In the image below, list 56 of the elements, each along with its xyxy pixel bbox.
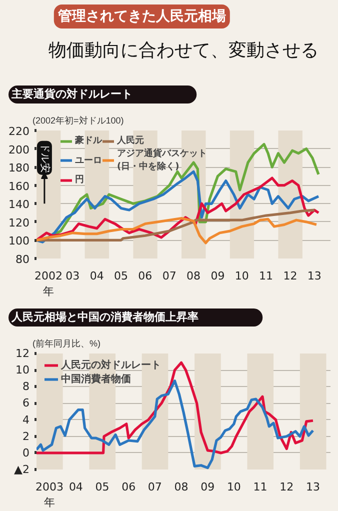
- y-tick-label: 8: [22, 380, 30, 394]
- x-tick-label: 12: [283, 270, 298, 282]
- legend-label: ユーロ: [75, 154, 102, 166]
- y-tick-label: 180: [8, 162, 30, 175]
- y-tick-label: 10: [16, 364, 30, 377]
- x-tick-label: 12: [280, 480, 294, 494]
- y-tick-label: 100: [8, 234, 30, 248]
- x-tick-label: 07: [148, 480, 162, 494]
- x-tick-label: 13: [307, 270, 322, 282]
- x-tick-label: 05: [95, 480, 110, 494]
- y-tick-label: ▲2: [14, 463, 30, 476]
- x-tick-label: 04: [68, 480, 83, 494]
- x-tick-label: 05: [114, 270, 128, 282]
- x-tick-label: 06: [138, 270, 152, 282]
- text: 管理されてきた人民元相場: [56, 8, 226, 24]
- y-tick-label: 200: [8, 143, 30, 156]
- y-tick-label: 120: [8, 216, 30, 230]
- x-tick-label: 13: [306, 480, 320, 494]
- legend-label: 豪ドル: [75, 134, 102, 147]
- x-tick-label: 09: [210, 270, 225, 282]
- y-tick-label: 0: [22, 446, 30, 460]
- y-tick-label: 140: [8, 198, 30, 212]
- chart-title: 人民元相場と中国の消費者物価上昇率: [10, 310, 198, 324]
- text: 物価動向に合わせて、変動させる: [48, 40, 318, 61]
- line-series: [36, 361, 314, 454]
- y-axis-title: (前年同月比、%): [32, 338, 100, 348]
- y-tick-label: 220: [8, 125, 30, 138]
- x-tick-label: 09: [200, 480, 215, 494]
- line-series: [36, 208, 316, 242]
- x-tick-label: 10: [226, 480, 241, 494]
- y-tick-label: 6: [22, 396, 30, 410]
- x-tick-label: 10: [234, 270, 249, 282]
- legend-label: 中国消費者物価: [61, 372, 131, 386]
- x-tick-label: 07: [162, 270, 176, 282]
- x-tick-label: 11: [253, 480, 268, 494]
- legend-label: アジア通貨バスケット (日・中を除く): [117, 147, 207, 173]
- line-series: [36, 216, 318, 244]
- x-tick-label: 03: [66, 270, 80, 282]
- x-tick-label: 2002 年: [34, 270, 62, 298]
- chart-title: 主要通貨の対ドルレート: [10, 88, 132, 100]
- x-tick-label: 11: [259, 270, 274, 282]
- y-tick-label: 4: [22, 413, 30, 426]
- x-tick-label: 06: [122, 480, 136, 494]
- legend-label: 人民元の対ドルレート: [61, 358, 161, 372]
- y-tick-label: 160: [8, 180, 30, 193]
- x-tick-label: 08: [174, 480, 188, 494]
- annotation: ドル安: [38, 142, 51, 173]
- y-tick-label: 80: [16, 253, 30, 266]
- legend-label: 円: [75, 174, 85, 186]
- y-tick-label: 12: [16, 347, 30, 360]
- x-tick-label: 2003 年: [36, 480, 64, 510]
- y-axis-title: (2002年初=対ドル100): [32, 116, 124, 126]
- legend-label: 人民元: [117, 134, 144, 147]
- x-tick-label: 04: [90, 270, 104, 282]
- y-tick-label: 2: [22, 430, 30, 443]
- x-tick-label: 08: [186, 270, 201, 282]
